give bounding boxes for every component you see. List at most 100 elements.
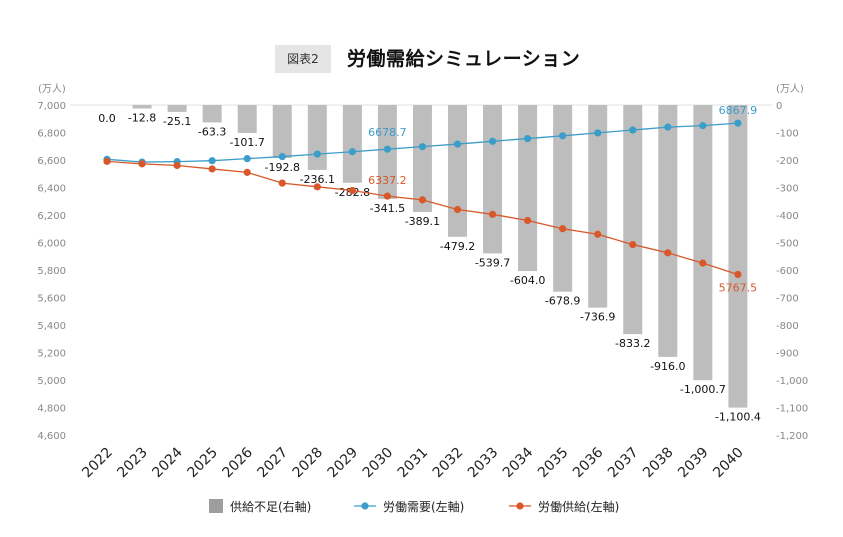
shortage-bar-label: -12.8 [128, 112, 156, 125]
left-axis-tick: 6,800 [37, 129, 66, 140]
shortage-bar [307, 105, 327, 170]
right-axis-tick: -600 [776, 266, 799, 277]
x-axis-year-label: 2033 [465, 445, 502, 482]
right-axis-tick: -900 [776, 349, 799, 360]
shortage-bar [518, 105, 538, 272]
demand-value-label: 6867.9 [719, 104, 758, 117]
legend-demand-marker [361, 502, 369, 510]
demand-point [278, 152, 286, 161]
demand-point [664, 123, 672, 131]
supply-value-label: 5767.5 [719, 281, 758, 294]
supply-point [418, 196, 427, 204]
demand-point [348, 148, 356, 156]
supply-point [453, 205, 462, 214]
left-axis-unit: (万人) [38, 83, 66, 95]
x-axis-year-label: 2032 [430, 445, 467, 482]
right-axis-tick: -1,200 [776, 431, 808, 442]
demand-point [734, 119, 742, 127]
demand-point [243, 155, 251, 163]
legend-bar-swatch [209, 499, 223, 513]
left-axis-tick: 6,000 [37, 239, 66, 250]
left-axis-tick: 5,600 [37, 294, 66, 305]
x-axis-year-label: 2023 [114, 445, 151, 482]
right-axis-tick: -400 [776, 211, 799, 222]
legend: 供給不足(右軸) 労働需要(左軸) 労働供給(左軸) [209, 499, 619, 514]
shortage-bar-label: -736.9 [580, 311, 615, 324]
supply-point [138, 160, 146, 168]
right-axis-tick: -700 [776, 294, 799, 305]
x-axis-year-label: 2040 [710, 445, 747, 482]
x-axis-year-label: 2039 [675, 445, 712, 482]
shortage-bar [483, 105, 503, 254]
shortage-bar [167, 105, 187, 112]
shortage-bar-label: -1,100.4 [715, 411, 761, 424]
supply-point [313, 183, 321, 191]
left-axis-tick: 6,400 [37, 184, 66, 195]
supply-point [103, 157, 111, 165]
supply-point [664, 249, 672, 257]
shortage-bar-labels: 0.0-12.8-25.1-63.3-101.7-192.8-236.1-282… [98, 112, 761, 424]
supply-point [208, 165, 216, 173]
demand-point [383, 145, 391, 153]
x-axis-year-label: 2037 [605, 445, 642, 482]
x-axis-year-label: 2022 [79, 445, 116, 482]
supply-point [488, 210, 497, 218]
demand-point [699, 122, 707, 130]
chart-title: 労働需給シミュレーション [347, 48, 581, 70]
right-axis-tick: -300 [776, 184, 799, 195]
demand-point [208, 157, 216, 165]
legend-shortage-label: 供給不足(右軸) [230, 499, 311, 514]
shortage-bar-label: -236.1 [300, 173, 335, 186]
right-axis-tick: -200 [776, 156, 799, 167]
shortage-bar [553, 105, 573, 292]
demand-point [594, 129, 602, 137]
shortage-bar [412, 105, 432, 213]
x-axis-year-label: 2036 [570, 444, 607, 481]
x-axis-year-label: 2026 [220, 444, 257, 481]
x-axis-year-label: 2030 [360, 445, 397, 482]
demand-point [418, 143, 427, 151]
demand-point [488, 137, 497, 145]
supply-point [629, 240, 637, 249]
supply-point [383, 192, 391, 200]
shortage-bar-label: -539.7 [475, 256, 510, 269]
shortage-bar-label: -916.0 [650, 360, 685, 373]
line-series [103, 119, 742, 279]
x-axis-year-label: 2028 [290, 445, 327, 482]
demand-point [453, 140, 462, 148]
supply-point [243, 168, 251, 176]
shortage-bar-label: -833.2 [615, 337, 650, 350]
shortage-bar-label: 0.0 [98, 112, 116, 125]
right-axis-tick: -1,000 [776, 376, 808, 387]
x-axis-labels: 2022202320242025202620272028202920302031… [79, 444, 746, 481]
left-axis-tick: 4,800 [37, 404, 66, 415]
right-axis-unit: (万人) [776, 83, 804, 95]
left-axis-tick: 6,600 [37, 156, 66, 167]
shortage-bar [588, 105, 608, 308]
shortage-bar-label: -192.8 [265, 161, 300, 174]
shortage-bar [237, 105, 257, 133]
shortage-bar-label: -1,000.7 [680, 383, 726, 396]
shortage-bar-label: -63.3 [198, 125, 226, 138]
shortage-bar [728, 105, 748, 408]
figure-tag: 図表2 [275, 45, 331, 73]
supply-point [559, 225, 567, 233]
left-axis-tick: 5,000 [37, 376, 66, 387]
shortage-bar [342, 105, 362, 183]
left-axis-tick: 6,200 [37, 211, 66, 222]
x-axis-year-label: 2029 [325, 445, 362, 482]
shortage-bar-label: -341.5 [370, 202, 405, 215]
left-axis-tick: 5,200 [37, 349, 66, 360]
shortage-bar [448, 105, 467, 237]
shortage-bar-label: -25.1 [163, 115, 191, 128]
supply-point [278, 179, 286, 187]
supply-point [594, 230, 602, 238]
right-axis-tick: 0 [776, 101, 782, 112]
supply-point [734, 270, 742, 279]
left-axis-tick: 4,600 [37, 431, 66, 442]
shortage-bar [132, 105, 152, 109]
left-axis-tick: 5,400 [37, 321, 66, 332]
right-axis-tick: -100 [776, 129, 799, 140]
supply-point [699, 259, 707, 267]
